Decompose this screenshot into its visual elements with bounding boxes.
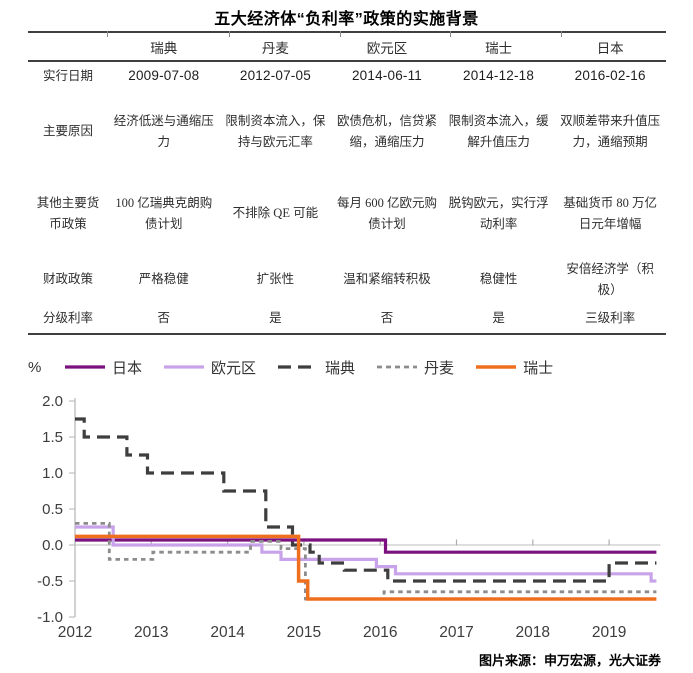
legend-item-3: 瑞典 [277,357,355,378]
x-axis-tick-label: 2019 [592,624,626,641]
table-row: 分级利率 否 是 否 是 三级利率 [28,305,666,334]
y-axis-tick-label: 0.0 [42,537,63,554]
table-cell: 不排除 QE 可能 [232,206,319,221]
series-line-日本 [75,538,657,554]
table-cell: 100 亿瑞典克朗购债计划 [115,195,213,231]
x-axis-tick-label: 2016 [363,624,397,641]
x-axis-tick-label: 2017 [439,624,473,641]
table-row: 主要原因 经济低迷与通缩压力 限制资本流入，保持与欧元汇率 欧债危机，信贷紧缩，通缩压… [28,91,666,173]
legend-item-1: 日本 [64,357,142,378]
legend-line-sample-icon [164,365,205,369]
legend-label: 日本 [112,359,143,377]
table-cell: 脱钩欧元，实行浮动利率 [448,195,549,231]
legend-item-5: 瑞士 [475,357,553,378]
series-line-瑞典 [75,417,657,583]
legend-item-2: 欧元区 [163,357,256,378]
table-cell: 2012-07-05 [239,68,311,84]
row-label: 其他主要货币政策 [36,195,100,231]
x-axis-tick-label: 2015 [287,624,321,641]
row-label: 主要原因 [42,124,93,139]
y-axis-tick-label: -0.5 [37,573,63,590]
table-header: 瑞典 丹麦 欧元区 瑞士 日本 [28,32,666,62]
table-cell: 扩张性 [256,272,295,287]
legend-item-4: 丹麦 [376,357,454,378]
y-axis-tick-label: 1.5 [42,429,63,446]
y-axis-tick-label: 2.0 [42,393,63,410]
policy-background-table: 瑞典 丹麦 欧元区 瑞士 日本 实行日期 2009-07-08 2012-07-05 2014… [28,31,666,335]
table-row: 实行日期 2009-07-08 2012-07-05 2014-06-11 2014-1… [28,61,666,91]
table-cell: 否 [380,311,394,326]
table-cell: 经济低迷与通缩压力 [113,113,214,149]
legend-label: 瑞典 [325,359,356,377]
table-row: 财政政策 严格稳健 扩张性 温和紧缩转积极 稳健性 安倍经济学（积极） [28,255,666,305]
series-line-瑞士 [75,534,657,601]
series-line-丹麦 [75,522,657,601]
column-divider-tick [340,31,341,37]
column-divider-tick [450,31,451,37]
table-cell: 双顺差带来升值压力，通缩预期 [560,113,661,149]
image-source-credit: 图片来源：申万宏源，光大证券 [478,653,661,668]
legend-label: 瑞士 [523,359,554,377]
x-axis-tick-label: 2013 [134,624,168,641]
table-cell: 严格稳健 [138,272,189,287]
table-cell: 稳健性 [479,272,518,287]
table-cell: 三级利率 [585,311,636,326]
y-axis-tick-label: 1.0 [42,465,63,482]
table-cell: 安倍经济学（积极） [566,261,654,297]
table-cell: 限制资本流入，保持与欧元汇率 [225,113,326,149]
legend-label: 丹麦 [424,359,455,377]
table-cell: 欧债危机，信贷紧缩，通缩压力 [336,113,437,149]
table-row: 其他主要货币政策 100 亿瑞典克朗购债计划 不排除 QE 可能 每月 600 亿欧元… [28,173,666,255]
table-cell: 2014-06-11 [351,68,423,84]
legend-line-sample-icon [377,365,418,369]
x-axis-tick-label: 2014 [210,624,245,641]
table-cell: 是 [492,311,505,326]
corner-header-cell [28,32,108,62]
table-cell: 2014-12-18 [463,68,535,84]
table-cell: 2016-02-16 [574,68,646,84]
column-divider-tick [561,31,562,37]
table-cell: 否 [157,311,171,326]
column-header-5: 日本 [554,32,666,62]
page-title: 五大经济体“负利率”政策的实施背景 [214,11,479,28]
column-header-1: 瑞典 [108,32,220,62]
legend-line-sample-icon [476,365,517,369]
row-label: 财政政策 [42,272,93,287]
column-header-4: 瑞士 [442,32,555,62]
table-cell: 基础货币 80 万亿日元年增幅 [563,195,658,231]
table-cell: 是 [269,311,282,326]
x-axis-tick-label: 2018 [516,624,550,641]
table-cell: 温和紧缩转积极 [343,272,431,287]
legend-line-sample-icon [65,365,105,369]
chart-legend: % 日本 欧元区 瑞典 丹麦 瑞士 [28,354,668,380]
x-axis-tick-label: 2012 [58,624,92,641]
column-header-2: 丹麦 [219,32,332,62]
economies-table: 瑞典 丹麦 欧元区 瑞士 日本 实行日期 2009-07-08 2012-07-05 2014… [28,31,666,335]
y-axis-tick-label: 0.5 [42,501,63,518]
row-label: 实行日期 [42,68,93,83]
table-cell: 每月 600 亿欧元购债计划 [336,195,437,231]
column-divider-tick [229,31,230,37]
legend-label: 欧元区 [211,359,257,377]
row-label: 分级利率 [42,311,93,326]
table-cell: 限制资本流入，缓解升值压力 [448,113,549,149]
column-header-3: 欧元区 [331,32,443,62]
legend-line-sample-icon [278,365,319,369]
column-divider-tick [107,31,108,37]
y-axis-tick-label: -1.0 [37,609,63,626]
table-cell: 2009-07-08 [128,68,200,84]
y-axis-unit-label: % [28,358,42,376]
